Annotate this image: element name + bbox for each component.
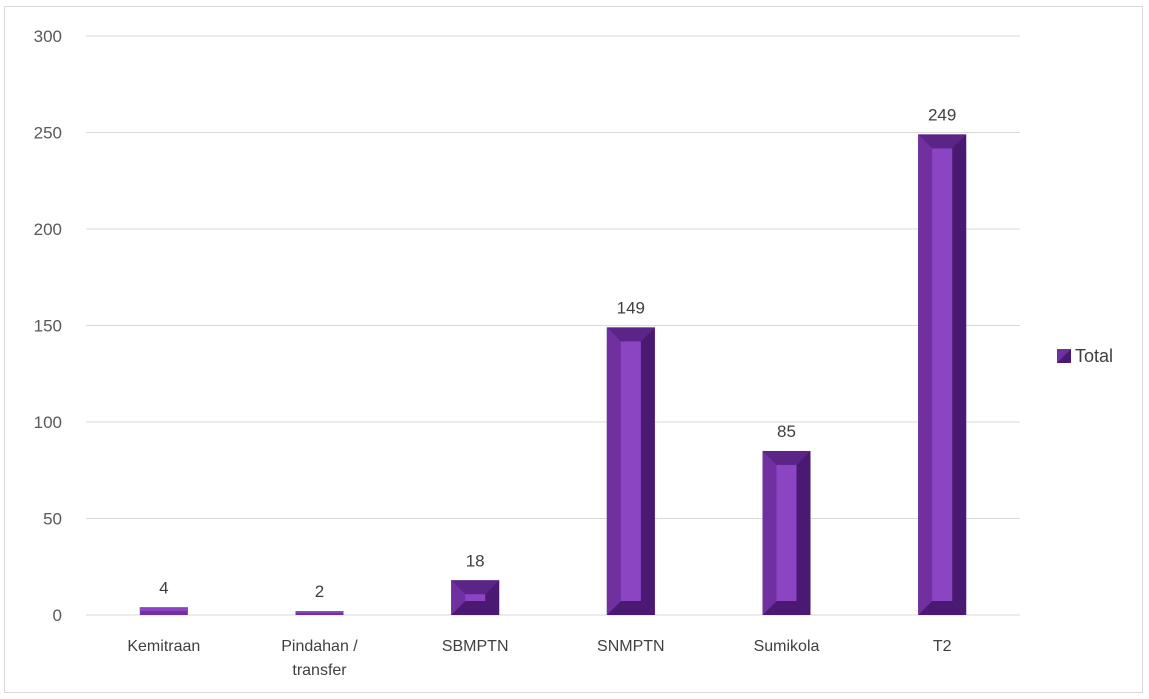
bar-bevel-left: [762, 450, 777, 615]
category-label: Kemitraan: [127, 638, 200, 655]
category-label: Sumikola: [754, 638, 820, 655]
bar-bevel-top: [606, 327, 655, 342]
bar-bevel-bottom: [918, 601, 967, 615]
bar-face: [776, 464, 797, 601]
category-labels: Kemitraan Pindahan / transfer SBMPTN SNMPTN S…: [127, 638, 951, 679]
category-label: SNMPTN: [597, 638, 665, 655]
bar-bevel-top: [762, 450, 811, 465]
bar-bevel-top: [451, 580, 500, 595]
legend: Total: [1057, 346, 1113, 366]
bar-bevel-left: [918, 134, 933, 615]
data-label: 249: [928, 105, 956, 124]
bar-bevel-right: [485, 580, 500, 615]
bar-face: [139, 607, 188, 612]
bars: [139, 134, 967, 615]
y-tick-label: 300: [34, 27, 62, 46]
y-tick-label: 0: [53, 606, 62, 625]
legend-swatch-shade: [1057, 349, 1071, 363]
category-label: Pindahan /: [281, 638, 358, 655]
bar-bevel-right: [640, 327, 655, 615]
bar-bevel-left: [606, 327, 621, 615]
bar-face: [295, 611, 344, 614]
data-label: 4: [159, 578, 168, 597]
bar: [606, 327, 655, 615]
bar: [762, 450, 811, 615]
category-label: SBMPTN: [442, 638, 509, 655]
bar: [295, 611, 344, 615]
bar-bevel-right: [796, 450, 811, 615]
bar-face: [932, 148, 953, 601]
bar-bevel-left: [451, 580, 466, 615]
bar-face: [465, 594, 486, 601]
bar-bevel-right: [952, 134, 967, 615]
y-tick-label: 250: [34, 124, 62, 143]
data-label: 85: [777, 422, 796, 441]
gridlines: [86, 35, 1020, 616]
y-axis-ticks: 0 50 100 150 200 250 300: [34, 27, 62, 625]
bar: [451, 580, 500, 615]
data-label: 149: [617, 298, 645, 317]
bar-face: [620, 341, 641, 601]
bar: [918, 134, 967, 615]
data-label: 18: [466, 551, 485, 570]
data-label: 2: [315, 582, 324, 601]
data-labels: 4 2 18 149 85 249: [159, 105, 956, 601]
bar-bevel-bottom: [762, 601, 811, 615]
category-label: transfer: [292, 662, 347, 679]
bar: [139, 607, 188, 615]
bar-bevel-top: [918, 134, 967, 149]
y-tick-label: 150: [34, 317, 62, 336]
y-tick-label: 100: [34, 413, 62, 432]
category-label: T2: [933, 638, 952, 655]
y-tick-label: 50: [43, 510, 62, 529]
legend-label-total: Total: [1075, 346, 1113, 366]
bar-bevel-bottom: [606, 601, 655, 615]
bar-bevel-bottom: [451, 601, 500, 615]
y-tick-label: 200: [34, 220, 62, 239]
